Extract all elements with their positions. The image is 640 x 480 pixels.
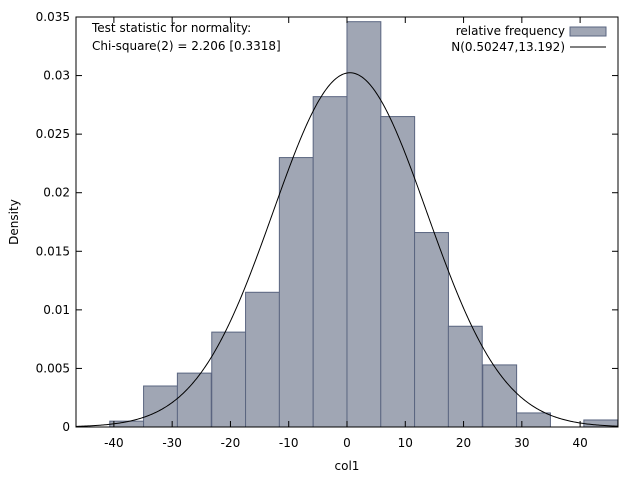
y-tick-label: 0.03 <box>43 69 70 83</box>
annotation-line-2: Chi-square(2) = 2.206 [0.3318] <box>92 39 281 53</box>
y-tick-label: 0.025 <box>36 127 70 141</box>
histogram-bar <box>245 291 280 428</box>
normal-density-curve <box>75 72 619 427</box>
legend-label-frequency: relative frequency <box>456 24 565 38</box>
histogram-bar <box>143 385 178 428</box>
histogram-bar <box>414 232 449 428</box>
histogram-bar <box>447 325 483 428</box>
x-tick-label: -40 <box>104 436 124 450</box>
x-tick-label: 10 <box>398 436 413 450</box>
y-tick-label: 0.035 <box>36 10 70 24</box>
y-tick-label: 0.02 <box>43 186 70 200</box>
bars-group <box>109 21 619 428</box>
y-axis-label: Density <box>7 199 21 245</box>
x-tick-label: 40 <box>572 436 587 450</box>
x-tick-label: -10 <box>279 436 299 450</box>
y-tick-label: 0.01 <box>43 303 70 317</box>
histogram-bar <box>380 116 416 428</box>
ticks-group: -40 -30 -20 -10 0 10 20 30 40 0 0.005 0.01 0.015 0.02… <box>36 10 618 450</box>
x-tick-label: -20 <box>221 436 241 450</box>
histogram-bar <box>176 372 212 428</box>
histogram-bar <box>346 21 382 428</box>
histogram-bar <box>312 96 348 428</box>
legend-label-normal: N(0.50247,13.192) <box>451 40 565 54</box>
x-tick-label: 0 <box>343 436 351 450</box>
y-tick-label: 0 <box>62 420 70 434</box>
histogram-bar <box>278 157 314 428</box>
legend-swatch-frequency <box>569 26 607 37</box>
x-tick-label: 30 <box>514 436 529 450</box>
y-tick-label: 0.015 <box>36 244 70 258</box>
x-axis-label: col1 <box>335 459 360 473</box>
x-tick-label: 20 <box>456 436 471 450</box>
x-tick-label: -30 <box>162 436 182 450</box>
histogram-bar <box>211 331 247 428</box>
annotation-line-1: Test statistic for normality: <box>91 21 251 35</box>
y-tick-label: 0.005 <box>36 361 70 375</box>
